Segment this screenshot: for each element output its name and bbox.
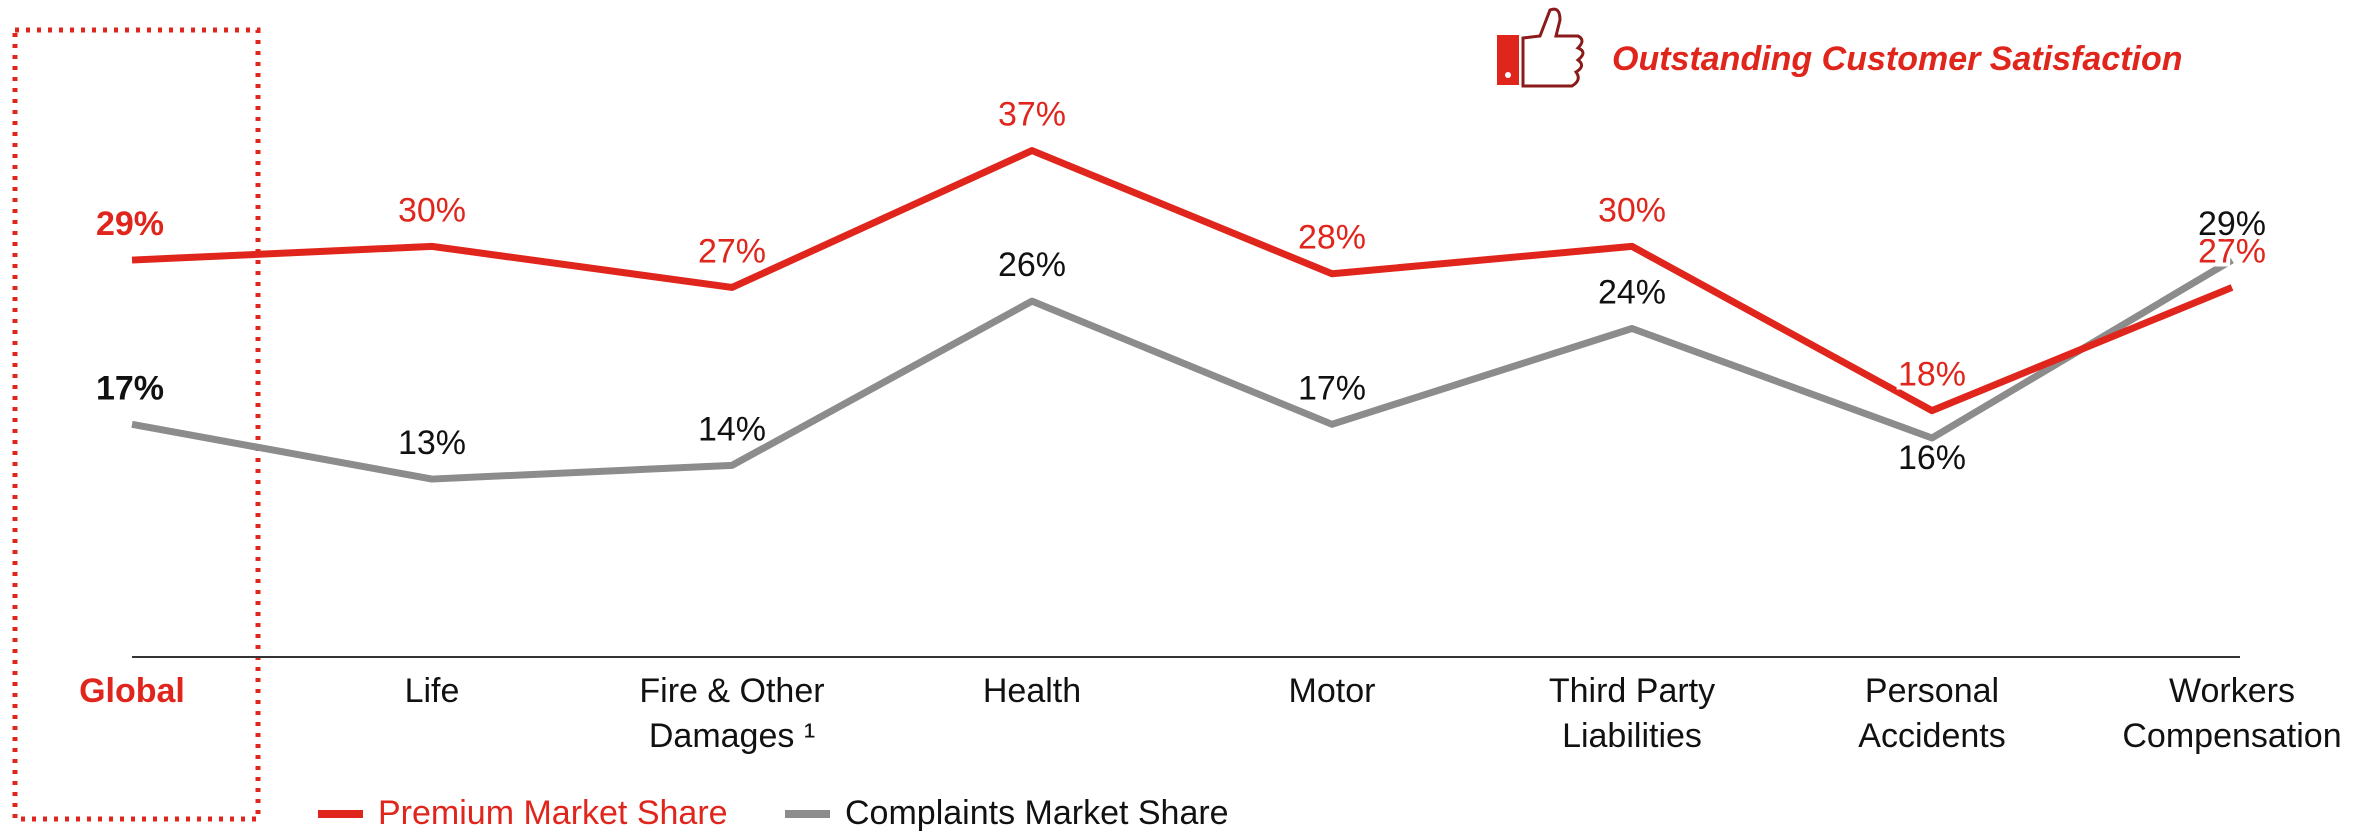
data-label: 17% [1298, 369, 1366, 407]
x-tick-label: Liabilities [1562, 717, 1702, 755]
highlight-box [12, 27, 261, 822]
x-tick-label: Global [79, 672, 185, 710]
annotation: Outstanding Customer Satisfaction [1612, 40, 2183, 78]
data-label: 27% [2198, 232, 2266, 270]
thumb-icon [1497, 7, 1585, 88]
x-tick-label: Motor [1289, 672, 1376, 710]
x-tick-label: Fire & Other [639, 672, 824, 710]
x-tick-label: Workers [2169, 672, 2295, 710]
data-label: 37% [998, 96, 1066, 134]
x-tick-label: Personal [1865, 672, 1999, 710]
data-label: 14% [698, 410, 766, 448]
data-label: 29% [96, 205, 164, 243]
data-label: 16% [1898, 439, 1966, 477]
data-label: 18% [1898, 356, 1966, 394]
data-label: 30% [1598, 191, 1666, 229]
data-label: 24% [1598, 273, 1666, 311]
x-tick-label: Third Party [1549, 672, 1715, 710]
x-tick-label: Life [405, 672, 460, 710]
x-tick-label: Compensation [2122, 717, 2341, 755]
data-label: 29% [2198, 205, 2266, 243]
x-tick-label: Damages ¹ [649, 717, 815, 755]
data-label: 17% [96, 369, 164, 407]
legend-label: Complaints Market Share [845, 794, 1229, 832]
x-tick-label: Accidents [1858, 717, 2005, 755]
data-label: 30% [398, 191, 466, 229]
line [131, 147, 2234, 415]
line [131, 257, 2234, 483]
data-label: 26% [998, 246, 1066, 284]
data-label: 27% [698, 232, 766, 270]
data-label: 28% [1298, 219, 1366, 257]
x-tick-label: Health [983, 672, 1081, 710]
legend-label: Premium Market Share [378, 794, 728, 832]
data-label: 13% [398, 424, 466, 462]
